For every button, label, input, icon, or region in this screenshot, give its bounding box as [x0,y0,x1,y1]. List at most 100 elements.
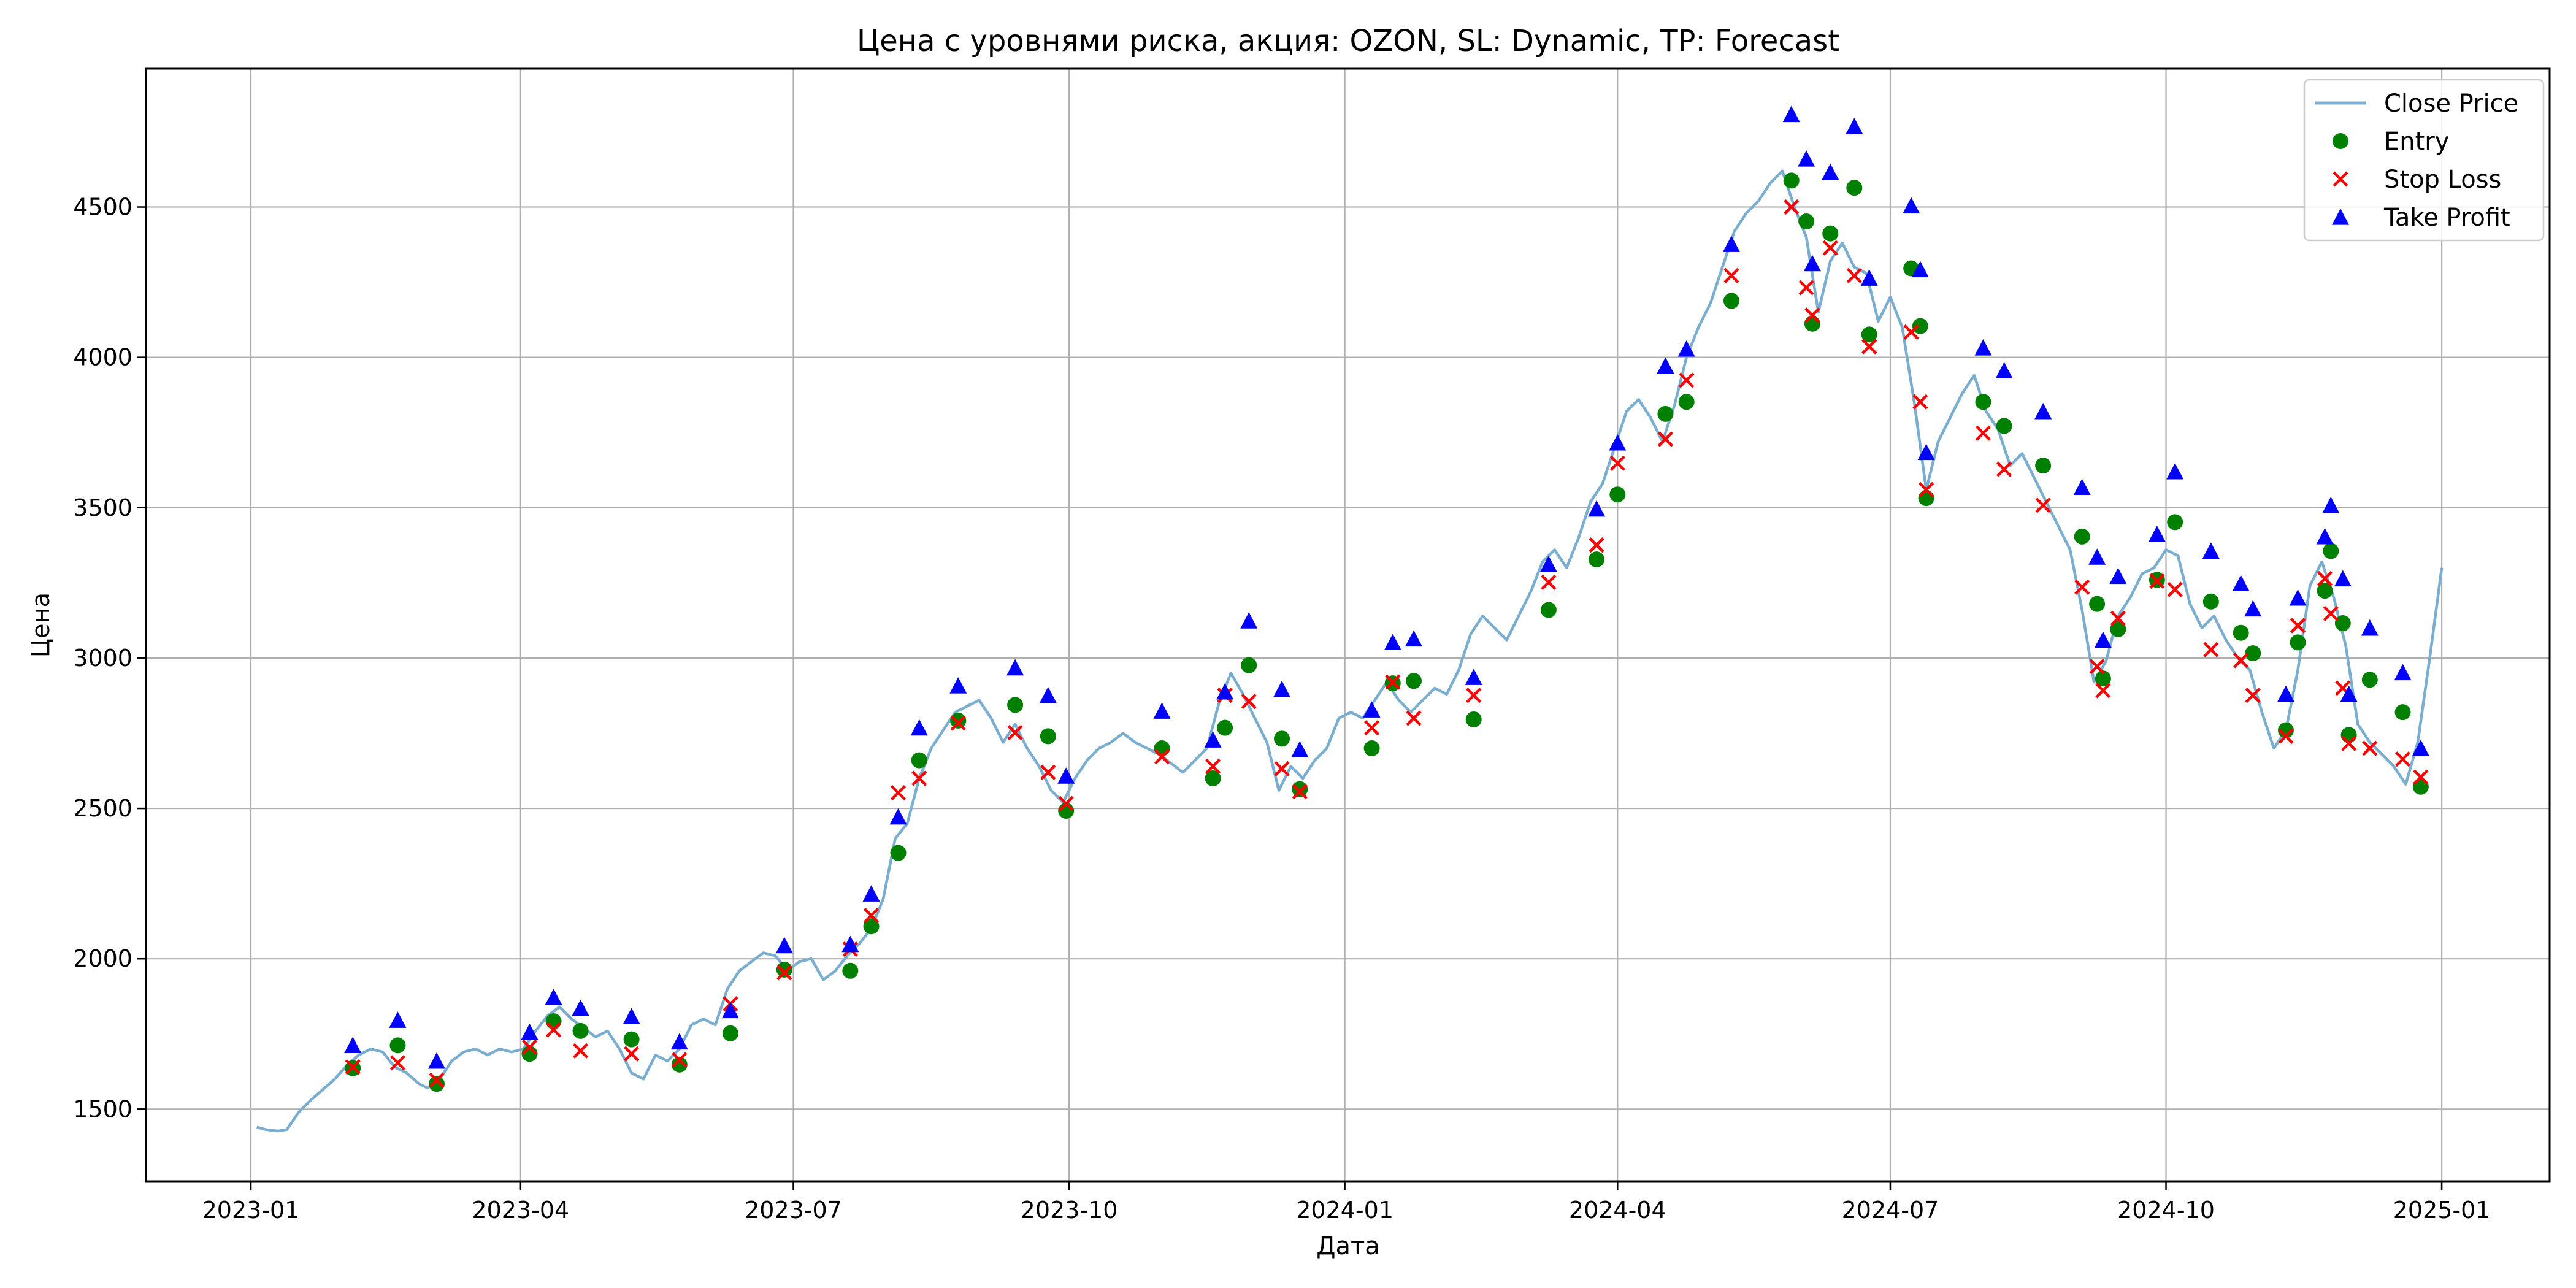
entry-point [2340,727,2357,743]
take-profit-point [1677,340,1695,357]
stop-loss-point [1589,537,1604,553]
entry-point [1609,486,1626,503]
take-profit-point [623,1008,640,1024]
take-profit-point [1363,701,1381,718]
legend-swatch-take-profit [2332,209,2349,225]
stop-loss-point [2089,659,2105,675]
stop-loss-point [1292,784,1308,800]
take-profit-point [862,885,880,902]
take-profit-point [2361,619,2379,636]
entry-point [1912,318,1928,334]
stop-loss-point [2362,740,2378,756]
take-profit-point [1974,339,1992,356]
take-profit-point [1846,118,1863,134]
entry-point [1918,490,1934,507]
stop-loss-point [1040,764,1056,780]
stop-loss-point [1903,324,1919,340]
stop-loss-point [1975,425,1991,441]
entry-point [2277,722,2294,738]
entry-point [2095,670,2111,687]
take-profit-point [1822,163,1839,180]
entry-point [1241,657,1257,673]
stop-loss-point [2074,579,2090,595]
take-profit-point [1539,555,1557,572]
stop-loss-point [1274,761,1290,776]
take-profit-point [344,1037,362,1053]
take-profit-point [2340,685,2358,702]
y-tick-label: 4500 [73,194,132,221]
stop-loss-point [911,770,927,786]
take-profit-point [2277,685,2294,702]
stop-loss-point [1912,394,1928,410]
take-profit-point [2394,664,2412,681]
x-tick-label: 2023-07 [745,1197,842,1224]
take-profit-point [1216,683,1234,700]
entry-point [2317,583,2333,599]
take-profit-point [1204,731,1222,748]
take-profit-point [2088,548,2106,565]
entry-point [2167,514,2183,531]
entry-point [2074,528,2090,545]
take-profit-point [775,937,793,954]
stop-loss-point [389,1055,406,1071]
y-tick-label: 3000 [73,645,132,672]
take-profit-point [545,988,562,1005]
entry-point [2110,621,2126,637]
stop-loss-point [2413,769,2429,785]
legend-label: Close Price [2384,90,2518,118]
take-profit-point [2244,600,2262,617]
stop-loss-point [2035,497,2051,513]
stop-loss-point [2149,573,2165,589]
x-tick-label: 2024-01 [1296,1197,1393,1224]
take-profit-point [2094,631,2112,648]
take-profit-point [1405,630,1423,647]
entry-point [1846,180,1863,196]
entry-point [671,1056,688,1073]
entry-point [1205,770,1221,787]
stop-loss-point [2290,618,2306,634]
take-profit-point [2148,525,2166,542]
entry-point [623,1031,640,1048]
stop-loss-point [429,1072,445,1088]
entry-point [1154,740,1170,757]
take-profit-point [521,1023,539,1040]
take-profit-point [1273,680,1290,697]
entry-point [2394,704,2411,721]
entry-point [389,1037,406,1054]
y-tick-label: 1500 [73,1095,132,1122]
stop-loss-point [2095,683,2111,699]
take-profit-point [389,1011,407,1028]
entry-point [1822,225,1839,242]
stop-loss-point [2341,735,2357,751]
legend-label: Take Profit [2383,204,2510,232]
stop-loss-point [672,1052,688,1068]
entry-point [1723,293,1739,309]
grid [146,69,2550,1181]
take-profit-point [910,719,928,736]
chart-title: Цена с уровнями риска, акция: OZON, SL: … [857,24,1839,58]
stop-loss-point [1846,267,1862,283]
x-tick-label: 2023-10 [1021,1197,1118,1224]
x-tick-label: 2023-01 [202,1197,300,1224]
entry-point [2089,596,2106,612]
entry-point [863,918,880,935]
take-profit-point [2289,589,2307,606]
entry-point [1217,719,1233,736]
stop-loss-point [1363,720,1380,736]
y-tick-label: 2000 [73,945,132,972]
stop-loss-point [2110,610,2126,626]
entry-point [1406,673,1422,689]
entry-point [1657,405,1674,422]
stop-loss-point [1466,688,1482,703]
stop-loss-point [2203,642,2219,657]
take-profit-point [1588,500,1606,517]
stop-loss-point [1919,481,1934,497]
entry-point [1273,730,1290,747]
take-profit-point [1240,612,1258,629]
stop-loss-point [1385,674,1401,690]
stop-loss-point [1804,307,1820,323]
stop-loss-point [1058,795,1074,811]
take-profit-point [1006,659,1024,676]
take-profit-point [2202,542,2220,559]
stop-loss-point [1996,461,2012,477]
